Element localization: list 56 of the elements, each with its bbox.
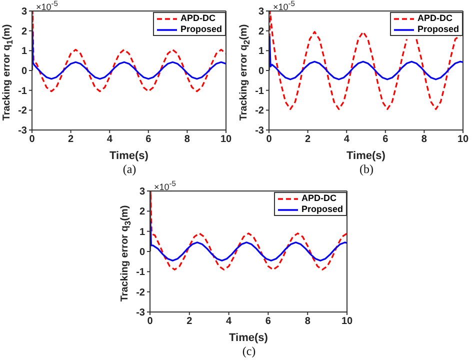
x-tick-label: 6	[146, 134, 152, 146]
annotation: ×10$^{-5}$	[273, 0, 295, 12]
legend-label: Proposed	[301, 204, 343, 215]
y-tick-label: 3	[258, 6, 264, 18]
x-tick-label: 0	[29, 134, 36, 146]
x-tick-label: 2	[68, 134, 74, 146]
x-tick-label: 4	[344, 134, 350, 146]
y-tick-label: -1	[255, 86, 264, 97]
x-axis-title: Time(s)	[110, 150, 149, 162]
x-tick-label: 2	[186, 316, 193, 328]
legend-label: APD-DC	[417, 13, 452, 24]
x-axis-title: Time(s)	[346, 150, 386, 162]
x-tick-label: 8	[421, 134, 428, 146]
y-tick-label: -1	[18, 86, 28, 97]
x-tick-label: 8	[304, 316, 311, 328]
line-series	[150, 220, 347, 262]
y-tick-label: 0	[139, 247, 146, 258]
x-tick-label: 10	[220, 134, 232, 146]
x-tick-label: 4	[106, 134, 113, 146]
y-tick-label: -1	[136, 267, 146, 278]
y-tick-label: 0	[21, 66, 28, 78]
x-tick-label: 2	[305, 134, 312, 146]
x-tick-label: 6	[265, 316, 272, 328]
y-tick-label: 1	[139, 226, 146, 238]
line-series	[269, 36, 463, 80]
y-tick-label: 2	[258, 26, 264, 38]
annotation: ×10$^{-5}$	[154, 179, 176, 192]
legend-label: APD-DC	[180, 13, 216, 24]
y-tick-label: 3	[139, 186, 146, 198]
y-tick-label: -2	[255, 106, 264, 117]
y-tick-label: 0	[258, 66, 264, 78]
y-tick-label: -3	[18, 126, 28, 137]
x-axis-title: Time(s)	[229, 332, 268, 344]
x-tick-label: 4	[226, 316, 232, 328]
text: (b)	[358, 162, 374, 177]
y-tick-label: -3	[136, 308, 146, 319]
legend-label: APD-DC	[301, 193, 336, 204]
y-tick-label: 2	[139, 206, 146, 218]
legend-label: Proposed	[180, 24, 222, 35]
y-tick-label: -2	[18, 106, 28, 117]
x-tick-label: 0	[266, 134, 272, 146]
y-tick-label: 3	[21, 6, 28, 18]
annotation: ×10$^{-5}$	[36, 0, 58, 12]
text: (a)	[122, 162, 138, 177]
x-tick-label: 10	[341, 316, 353, 328]
y-tick-label: 1	[21, 46, 28, 58]
x-tick-label: 6	[382, 134, 389, 146]
text: (c)	[241, 344, 257, 359]
y-tick-label: 1	[258, 46, 264, 58]
x-tick-label: 8	[184, 134, 190, 146]
y-tick-label: 2	[21, 26, 28, 38]
legend-label: Proposed	[417, 24, 459, 35]
y-tick-label: -3	[255, 126, 264, 137]
y-tick-label: -2	[136, 287, 146, 298]
x-tick-label: 0	[147, 316, 154, 328]
x-tick-label: 10	[457, 134, 469, 146]
